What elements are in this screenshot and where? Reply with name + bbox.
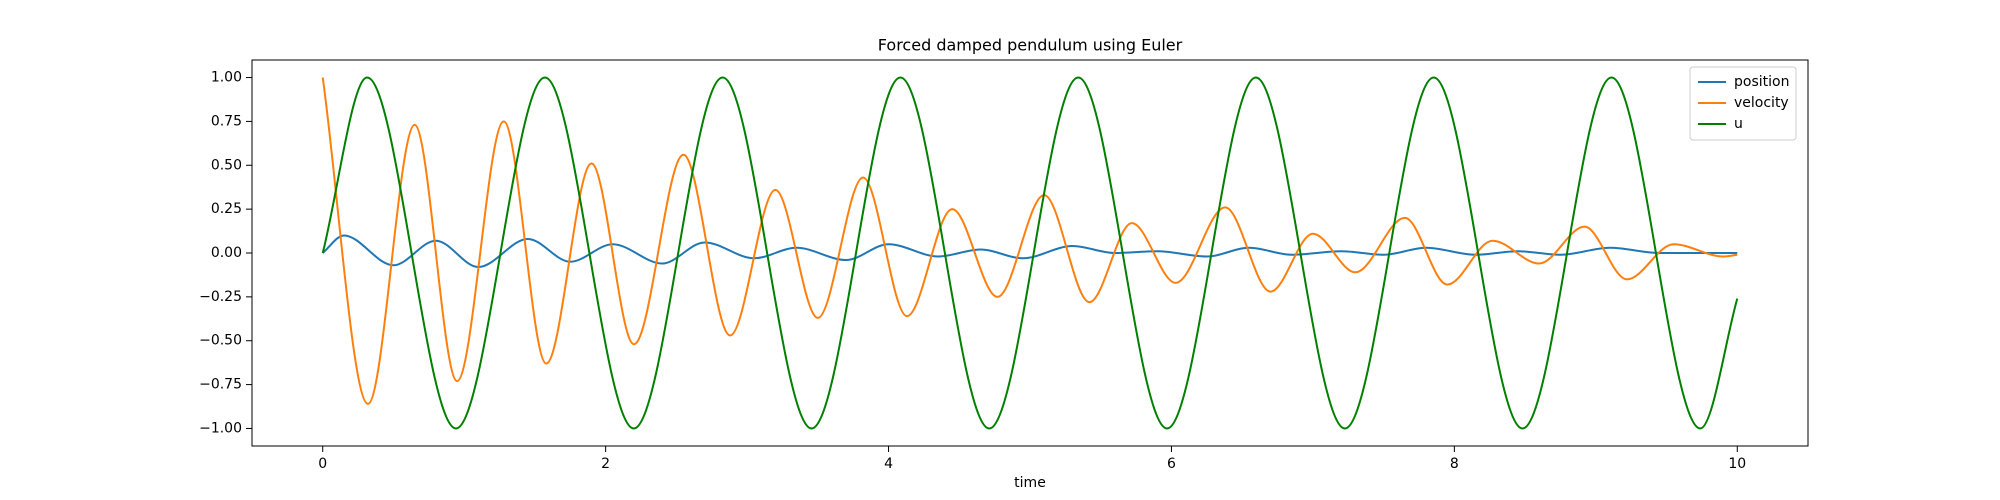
x-axis-label: time: [1014, 475, 1046, 491]
x-tick-label: 8: [1450, 456, 1459, 472]
y-tick-label: 0.50: [211, 157, 242, 173]
line-series: [321, 77, 1738, 405]
y-tick-label: −1.00: [199, 420, 242, 436]
chart-title: Forced damped pendulum using Euler: [878, 36, 1183, 55]
x-tick-label: 0: [318, 456, 327, 472]
x-tick-label: 2: [601, 456, 610, 472]
x-tick-label: 10: [1728, 456, 1746, 472]
line-series: [321, 76, 1739, 430]
x-tick-label: 6: [1167, 456, 1176, 472]
y-tick-label: −0.50: [199, 333, 242, 349]
y-tick-label: 1.00: [211, 70, 242, 86]
legend-label: velocity: [1734, 95, 1789, 111]
legend-box: [1689, 66, 1797, 141]
y-tick-label: 0.75: [211, 113, 242, 129]
plot-frame: [251, 59, 1809, 447]
y-tick-label: −0.25: [199, 289, 242, 305]
y-tick-label: 0.25: [211, 201, 242, 217]
x-tick-label: 4: [884, 456, 893, 472]
y-tick-label: −0.75: [199, 377, 242, 393]
legend-label: position: [1734, 74, 1789, 90]
y-tick-label: 0.00: [211, 245, 242, 261]
legend-label: u: [1734, 116, 1743, 132]
